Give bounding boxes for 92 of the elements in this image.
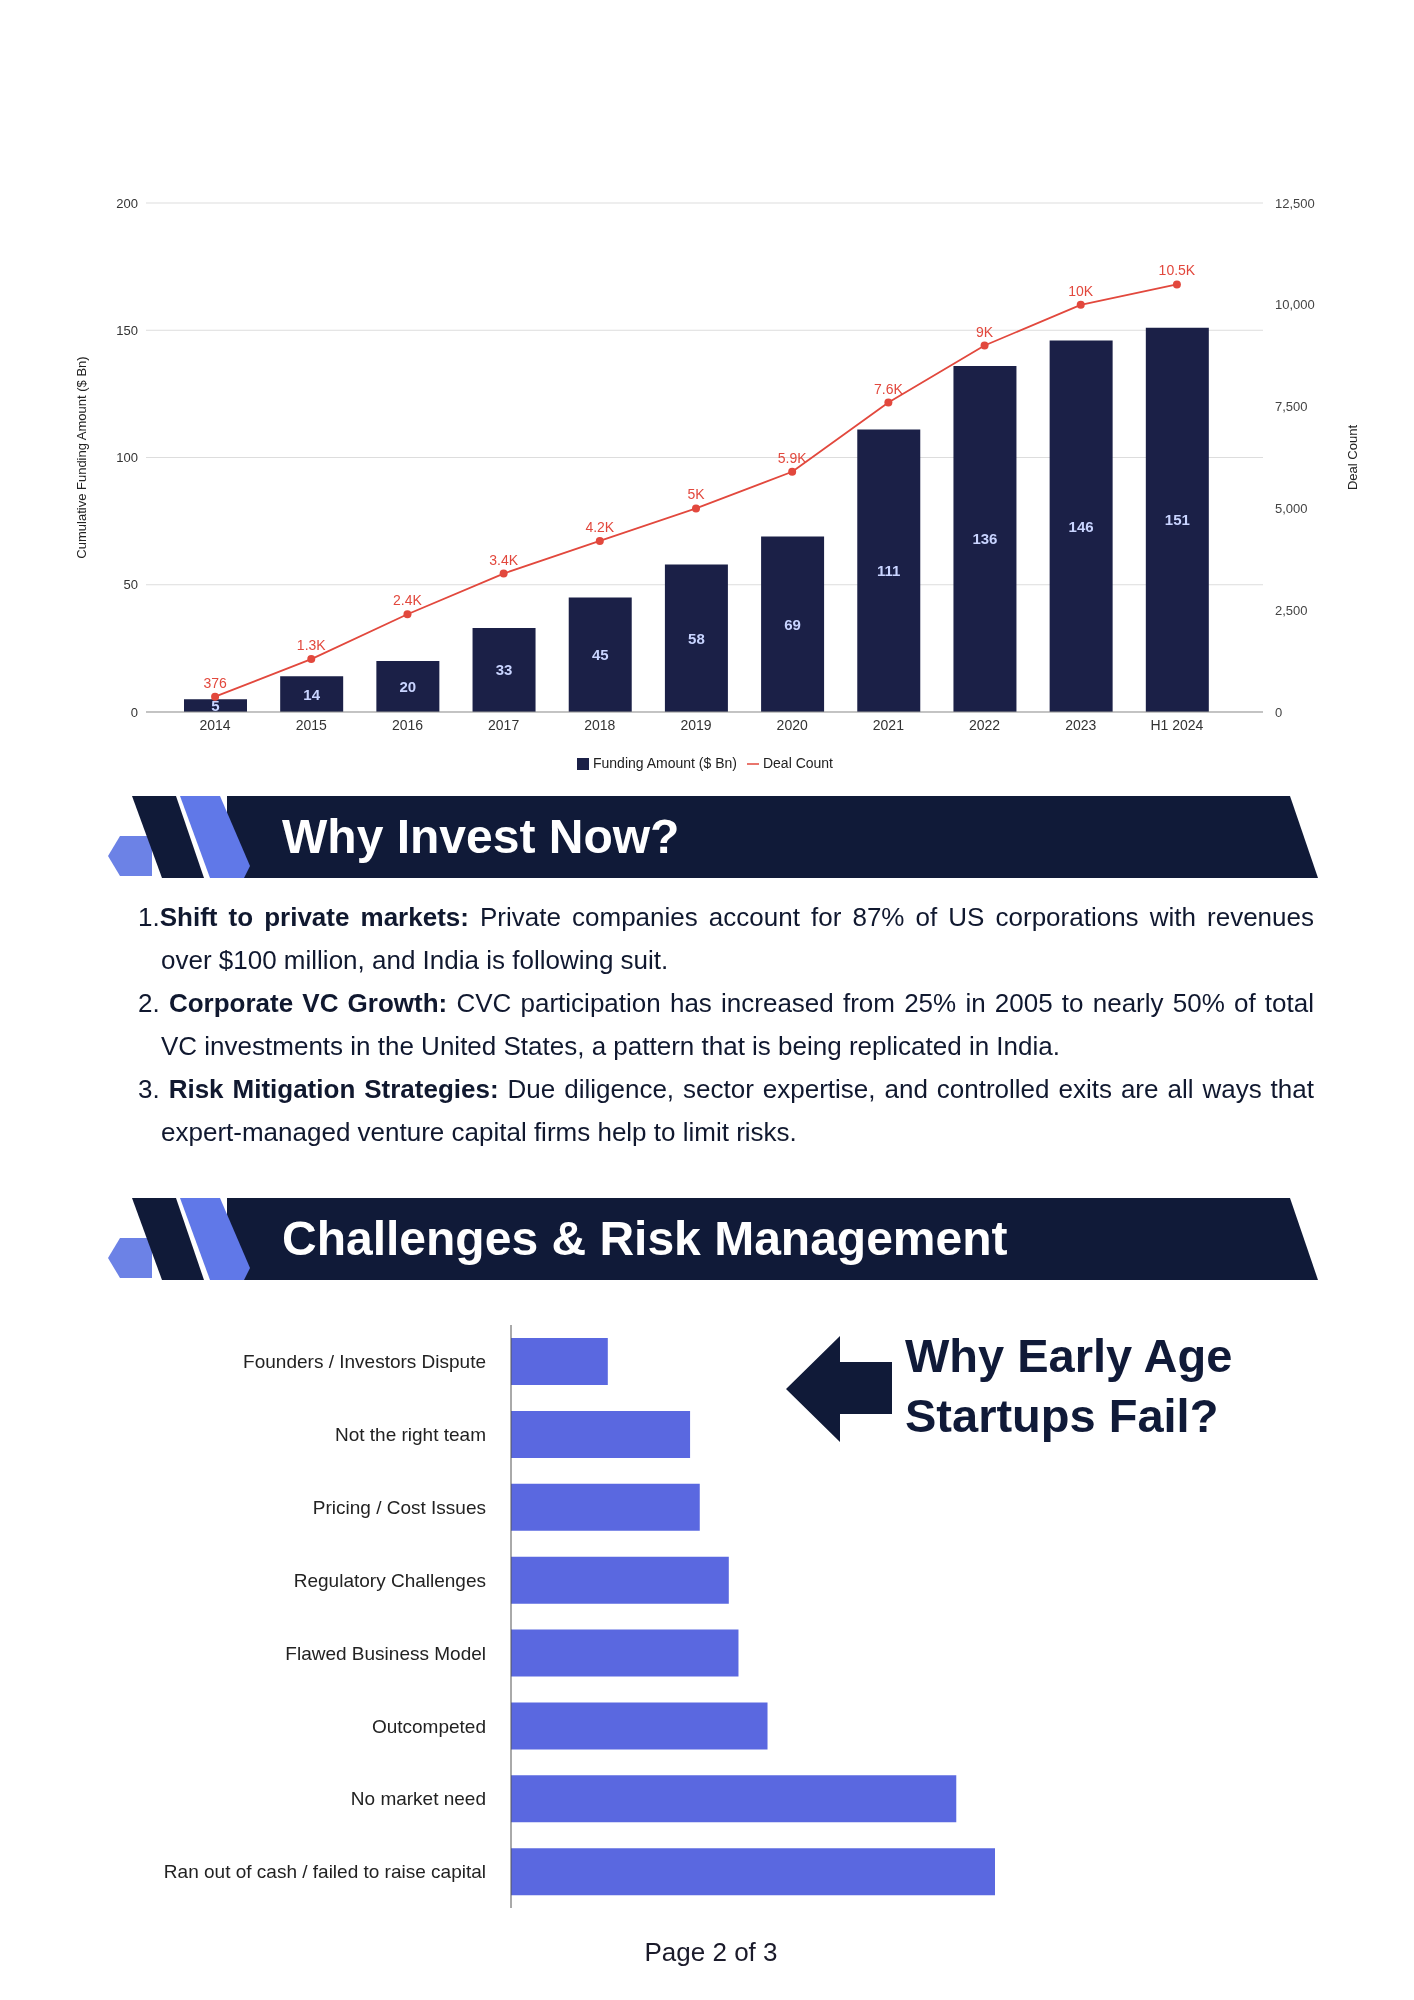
bar (511, 1702, 768, 1750)
point (403, 610, 412, 619)
data-label: 20 (399, 677, 417, 695)
x-tick-label: 2016 (391, 716, 424, 733)
y2-tick-label: 7,500 (1275, 399, 1308, 415)
text: Why Invest Now? (282, 810, 680, 863)
x-tick-label: 2014 (199, 716, 231, 733)
text: Why Early Age Startups Fail? (905, 1329, 1233, 1442)
text: 1.Shift to private markets: Private companies account for 87% of US corporations with revenues over $100 million, and India is following suit. (138, 902, 1314, 975)
y2-axis-title: Deal Count (1344, 424, 1360, 491)
x-tick-label: 2018 (584, 716, 616, 733)
bar (376, 661, 440, 712)
data-label: 1.3K (296, 637, 327, 654)
legend-label: Funding Amount ($ Bn) (592, 755, 737, 771)
bar (511, 1848, 995, 1896)
data-label: 9K (975, 323, 994, 340)
y2-tick-label: 10,000 (1275, 297, 1315, 313)
data-label: 10.5K (1158, 262, 1196, 279)
y-tick-label: Ran out of cash / failed to raise capital (163, 1861, 486, 1883)
chart-title: Challenges & Risk Management (282, 1212, 1008, 1265)
x-tick-label: 2015 (295, 716, 328, 733)
x-tick-label: 2022 (968, 716, 1001, 733)
bar (511, 1556, 729, 1604)
y-tick-label: Flawed Business Model (285, 1642, 486, 1664)
text: 3. Risk Mitigation Strategies: Due diligence, sector expertise, and controlled exits are all ways that expert-managed venture capital firms help to limit risks. (138, 1074, 1314, 1147)
y-tick-label: 200 (116, 195, 138, 211)
y2-tick-label: 12,500 (1275, 195, 1315, 211)
point (980, 341, 989, 350)
point (1076, 300, 1085, 309)
bar (857, 429, 921, 712)
bar (1049, 340, 1113, 712)
x-tick-label: 2020 (776, 716, 808, 733)
data-label: 136 (972, 530, 998, 548)
data-label: 146 (1068, 517, 1094, 535)
y2-tick-label: 5,000 (1275, 501, 1308, 517)
bar (511, 1410, 691, 1458)
y-tick-label: 50 (123, 577, 138, 593)
data-label: 376 (203, 674, 227, 691)
point (692, 504, 700, 513)
data-label: 2.4K (393, 592, 423, 609)
data-label: 10K (1068, 282, 1094, 299)
y-axis-title: Cumulative Funding Amount ($ Bn) (73, 356, 89, 559)
data-label: 151 (1164, 511, 1190, 529)
x-tick-label: 2021 (872, 716, 905, 733)
data-label: 111 (877, 562, 901, 580)
bar (664, 564, 728, 712)
point (788, 467, 797, 476)
bar (568, 597, 632, 712)
bar (511, 1483, 700, 1531)
bar (280, 676, 344, 712)
data-label: 3.4K (489, 551, 519, 568)
bar (953, 365, 1017, 712)
point (1172, 280, 1181, 289)
bar (511, 1775, 957, 1823)
bar (761, 536, 825, 712)
legend-label: Deal Count (762, 755, 834, 771)
x-tick-label: 2023 (1065, 716, 1097, 733)
y2-tick-label: 2,500 (1275, 602, 1308, 618)
bar (472, 628, 536, 712)
bar (511, 1629, 739, 1677)
data-label: 45 (591, 646, 609, 664)
y-tick-label: Founders / Investors Dispute (243, 1351, 486, 1373)
y-tick-label: No market need (350, 1788, 486, 1810)
y-tick-label: Outcompeted (371, 1715, 486, 1737)
bar (1145, 327, 1209, 712)
y-tick-label: Not the right team (334, 1424, 486, 1446)
text: 2. Corporate VC Growth: CVC participation has increased from 25% in 2005 to nearly 50% of total VC investments in the United States, a pattern that is being replicated in India. (138, 988, 1314, 1061)
y2-tick-label: 0 (1275, 704, 1283, 720)
y-tick-label: 150 (116, 322, 138, 338)
y-tick-label: Regulatory Challenges (293, 1569, 486, 1591)
data-label: 4.2K (585, 518, 615, 535)
point (884, 398, 893, 407)
data-label: 58 (688, 629, 705, 647)
point (595, 536, 604, 545)
x-tick-label: H1 2024 (1150, 716, 1204, 733)
data-label: 7.6K (873, 380, 904, 397)
point (499, 569, 508, 578)
y-tick-label: 0 (130, 704, 138, 720)
point (307, 655, 316, 664)
data-label: 14 (303, 685, 321, 703)
x-tick-label: 2017 (488, 716, 520, 733)
text: Page 2 of 3 (644, 1937, 778, 1967)
data-label: 5K (687, 486, 706, 503)
data-label: 5 (211, 696, 220, 714)
y-tick-label: Pricing / Cost Issues (312, 1496, 486, 1518)
y-tick-label: 100 (116, 450, 138, 466)
data-label: 33 (495, 661, 513, 679)
x-tick-label: 2019 (680, 716, 712, 733)
data-label: 69 (784, 615, 801, 633)
point (211, 692, 220, 701)
bar (511, 1338, 608, 1386)
data-label: 5.9K (777, 449, 808, 466)
